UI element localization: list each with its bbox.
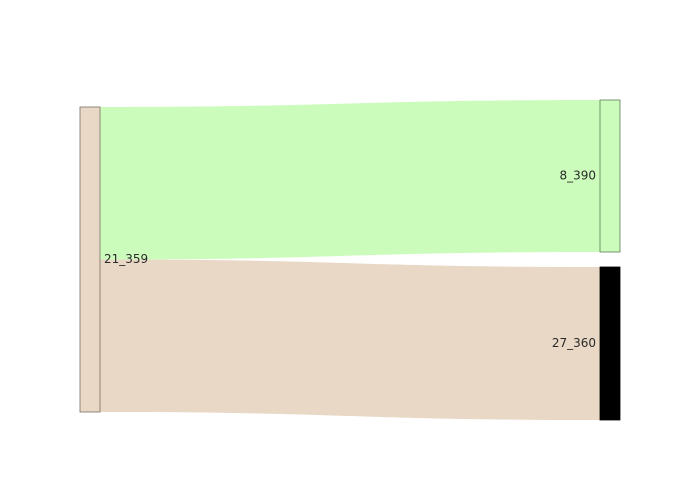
sankey-node-a[interactable] bbox=[79, 106, 101, 413]
sankey-node-label-a: 21_359 bbox=[104, 252, 148, 266]
links-layer bbox=[100, 100, 600, 420]
sankey-node-c[interactable] bbox=[599, 266, 621, 421]
sankey-link-a-c[interactable] bbox=[100, 259, 600, 421]
sankey-node-label-b: 8_390 bbox=[559, 169, 596, 183]
nodes-layer bbox=[79, 99, 621, 421]
labels-layer: 21_359 8_390 27_360 bbox=[104, 169, 596, 351]
sankey-link-a-b[interactable] bbox=[100, 100, 600, 260]
sankey-node-label-c: 27_360 bbox=[552, 336, 596, 350]
sankey-node-b[interactable] bbox=[599, 99, 621, 253]
